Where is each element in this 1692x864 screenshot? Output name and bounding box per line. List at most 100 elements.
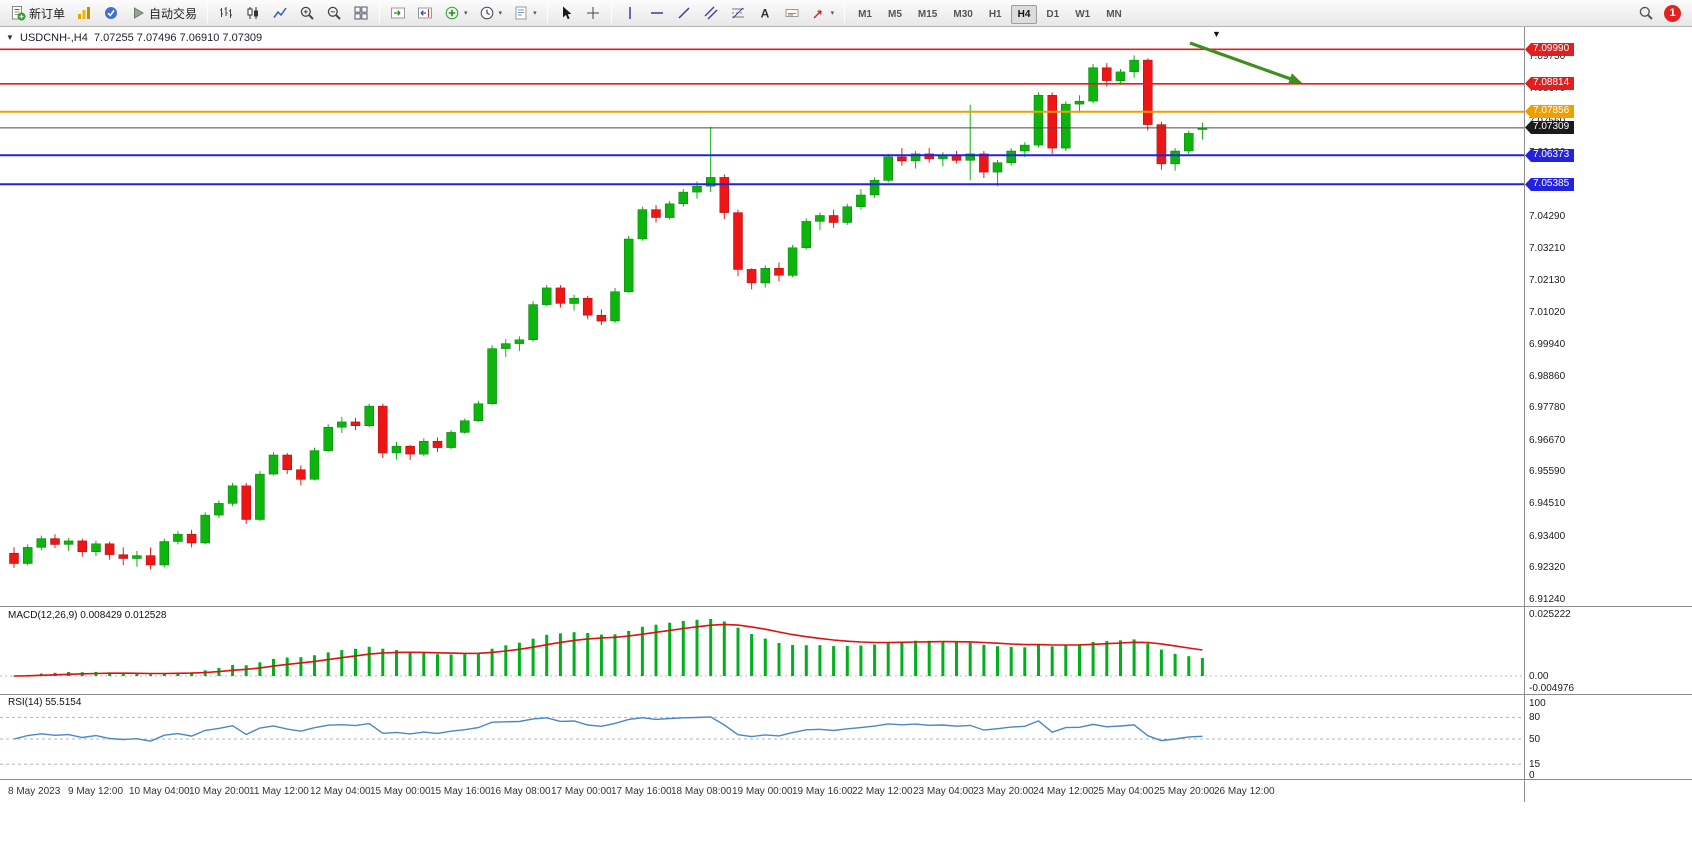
candle-body (337, 421, 347, 428)
candle-body (1143, 59, 1153, 125)
price-axis-label: 6.92320 (1529, 562, 1566, 573)
macd-axis-label: 0.00 (1529, 671, 1549, 682)
candle-body (569, 297, 579, 304)
support-line-1-price-flag: 7.06373 (1525, 149, 1575, 162)
macd-histogram-bar (613, 634, 617, 676)
notification-badge[interactable]: 1 (1664, 4, 1681, 22)
macd-histogram-bar (968, 642, 972, 676)
zoom-out-button[interactable] (321, 2, 347, 24)
macd-histogram-bar (1091, 641, 1095, 676)
candle-body (460, 420, 470, 433)
candle-body (883, 156, 893, 181)
chart-shift-button[interactable] (412, 2, 438, 24)
price-axis-label: 6.95590 (1529, 466, 1566, 477)
price-axis[interactable]: 7.097507.086707.075607.064807.054007.042… (1524, 27, 1692, 802)
candle-body (869, 180, 880, 196)
timeframe-button-w1[interactable]: W1 (1075, 9, 1091, 20)
shapes-button[interactable]: ▾ (806, 2, 840, 24)
text-label-button[interactable] (779, 2, 805, 24)
timeframe-button-h4[interactable]: H4 (1010, 5, 1038, 24)
panel-separator[interactable] (0, 606, 1692, 607)
timeframe-button-h1[interactable]: H1 (988, 9, 1002, 20)
candle-body (323, 426, 333, 451)
macd-histogram-bar (381, 648, 385, 676)
candle-body (186, 533, 197, 544)
candle-body (815, 215, 825, 222)
timeframe-button-m15[interactable]: M15 (917, 9, 938, 20)
auto-trading-label: 自动交易 (149, 6, 198, 21)
candle-body (555, 287, 566, 304)
macd-histogram-bar (627, 630, 631, 676)
macd-histogram-bar (996, 646, 999, 676)
time-axis[interactable]: 8 May 2023 9 May 12:00 10 May 04:00 10 May … (0, 780, 1692, 804)
timeframe-button-mn[interactable]: MN (1106, 9, 1122, 20)
macd-histogram-bar (736, 627, 740, 676)
time-axis-label: 11 May 12:00 (249, 786, 309, 797)
chart-wizard-button[interactable] (71, 2, 97, 24)
periods-button[interactable]: ▾ (474, 2, 508, 24)
bar-chart-icon (218, 5, 234, 21)
macd-histogram-bar (12, 676, 16, 677)
macd-histogram-bar (722, 621, 726, 676)
new-order-label: 新订单 (29, 6, 66, 21)
macd-indicator-panel[interactable] (0, 607, 1524, 694)
main-price-chart[interactable] (0, 27, 1524, 606)
horizontal-line-button[interactable] (644, 2, 670, 24)
templates-button[interactable]: ▾ (508, 2, 542, 24)
macd-histogram-bar (859, 645, 863, 676)
macd-histogram-bar (804, 645, 808, 676)
tile-windows-button[interactable] (348, 2, 374, 24)
candle-body (760, 268, 771, 284)
auto-trading-button[interactable]: 自动交易 (125, 2, 202, 24)
channel-button[interactable] (698, 2, 724, 24)
text-button[interactable]: A (752, 2, 778, 24)
macd-histogram-bar (941, 641, 945, 676)
market-watch-button[interactable] (98, 2, 124, 24)
time-axis-label: 17 May 00:00 (551, 786, 612, 797)
macd-histogram-bar (955, 642, 958, 676)
bar-chart-button[interactable] (213, 2, 239, 24)
time-axis-label: 25 May 20:00 (1154, 786, 1215, 797)
search-icon (1638, 5, 1654, 21)
rsi-indicator-panel[interactable] (0, 695, 1524, 779)
auto-scroll-button[interactable] (385, 2, 411, 24)
macd-histogram-bar (1037, 644, 1040, 676)
candle-body (1129, 59, 1139, 73)
panel-separator[interactable] (0, 694, 1692, 695)
candle-body (664, 203, 675, 218)
zoom-in-icon (299, 5, 315, 21)
zoom-in-button[interactable] (294, 2, 320, 24)
candle-body (1102, 67, 1112, 81)
search-button[interactable] (1633, 2, 1659, 24)
time-axis-label: 25 May 04:00 (1093, 786, 1154, 797)
candlestick-chart-button[interactable] (240, 2, 266, 24)
time-axis-label: 10 May 20:00 (189, 786, 250, 797)
candle-body (842, 206, 853, 223)
vertical-line-button[interactable] (617, 2, 643, 24)
one-click-collapse-arrow-icon[interactable]: ▼ (6, 33, 14, 42)
timeframe-button-m1[interactable]: M1 (858, 9, 872, 20)
trendline-button[interactable] (671, 2, 697, 24)
macd-histogram-bar (845, 646, 849, 676)
auto-scroll-icon (390, 5, 406, 21)
line-chart-button[interactable] (267, 2, 293, 24)
macd-histogram-bar (818, 645, 822, 676)
macd-histogram-bar (927, 640, 931, 676)
macd-histogram-bar (1187, 656, 1191, 676)
time-axis-label: 15 May 16:00 (430, 786, 491, 797)
new-order-button[interactable]: 新订单 (5, 2, 70, 24)
trend-arrow-annotation[interactable] (1189, 41, 1296, 82)
indicators-button[interactable]: ▾ (439, 2, 473, 24)
crosshair-button[interactable] (580, 2, 606, 24)
timeframe-button-d1[interactable]: D1 (1046, 9, 1060, 20)
cursor-button[interactable] (553, 2, 579, 24)
macd-histogram-bar (1159, 649, 1163, 676)
market-watch-icon (103, 5, 119, 21)
candle-body (1047, 95, 1057, 149)
fibonacci-button[interactable] (725, 2, 751, 24)
rsi-axis-label: 50 (1529, 734, 1541, 745)
timeframe-button-m5[interactable]: M5 (888, 9, 902, 20)
candle-body (705, 177, 716, 187)
timeframe-button-m30[interactable]: M30 (953, 9, 973, 20)
resistance-line-3-price-flag: 7.07856 (1525, 105, 1575, 118)
